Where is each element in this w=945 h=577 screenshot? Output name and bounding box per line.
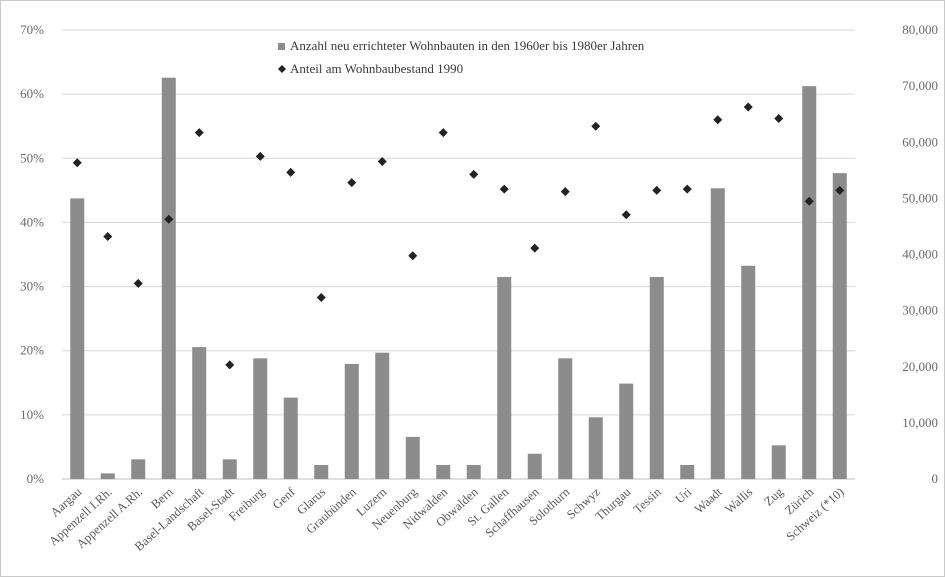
right-tick-label: 60,000 — [902, 134, 938, 149]
bar — [253, 358, 268, 479]
bar — [70, 198, 85, 479]
category-label: Waadt — [692, 484, 725, 516]
category-label: Thurgau — [593, 484, 634, 523]
point — [713, 115, 723, 125]
point — [408, 251, 418, 261]
left-tick-label: 50% — [20, 150, 44, 165]
point — [560, 187, 570, 197]
point — [133, 278, 143, 288]
bar — [405, 436, 420, 479]
right-tick-label: 10,000 — [902, 415, 938, 430]
left-tick-label: 60% — [20, 86, 44, 101]
bar — [314, 464, 329, 479]
bar — [771, 445, 786, 479]
bar — [100, 473, 115, 479]
bar — [283, 397, 298, 479]
point — [72, 158, 82, 168]
point — [316, 292, 326, 302]
bar — [741, 265, 756, 479]
bar — [710, 188, 725, 479]
bar — [619, 383, 634, 479]
point — [225, 360, 235, 370]
bar — [192, 347, 207, 479]
category-label: Wallis — [722, 485, 755, 517]
bar — [344, 363, 359, 479]
point — [591, 121, 601, 131]
category-label: Tessin — [631, 484, 665, 516]
bar — [558, 358, 573, 479]
category-label: Freiburg — [226, 484, 268, 524]
bar — [497, 276, 512, 479]
right-tick-label: 20,000 — [902, 359, 938, 374]
point — [164, 214, 174, 224]
bar — [680, 464, 695, 479]
point — [621, 210, 631, 220]
point — [377, 156, 387, 166]
point — [194, 128, 204, 138]
left-tick-label: 0% — [27, 471, 45, 486]
legend-bar-swatch — [278, 43, 285, 50]
right-tick-label: 70,000 — [902, 78, 938, 93]
bar — [527, 453, 542, 479]
left-tick-label: 70% — [20, 22, 44, 37]
bar — [832, 173, 847, 479]
point — [255, 151, 265, 161]
bar — [375, 352, 390, 479]
right-tick-label: 40,000 — [902, 247, 938, 262]
left-tick-label: 20% — [20, 343, 44, 358]
bar — [161, 77, 176, 480]
point — [774, 114, 784, 124]
bar — [466, 464, 481, 479]
point — [286, 167, 296, 177]
category-label: Uri — [672, 484, 694, 506]
point — [347, 178, 357, 188]
bar — [649, 276, 664, 479]
right-tick-label: 0 — [932, 471, 939, 486]
right-tick-label: 50,000 — [902, 190, 938, 205]
point — [469, 169, 479, 179]
right-tick-label: 80,000 — [902, 22, 938, 37]
point — [804, 196, 814, 206]
bar — [436, 464, 451, 479]
point — [530, 243, 540, 253]
point — [438, 128, 448, 138]
point — [652, 185, 662, 195]
legend-diamond-swatch — [278, 65, 286, 73]
bar — [131, 459, 146, 479]
legend-label-bars: Anzahl neu errichteter Wohnbauten in den… — [290, 38, 645, 53]
point — [499, 184, 509, 194]
point — [743, 102, 753, 112]
bar — [222, 459, 237, 479]
point — [682, 184, 692, 194]
left-tick-label: 10% — [20, 407, 44, 422]
left-tick-label: 40% — [20, 214, 44, 229]
point — [103, 232, 113, 242]
point — [835, 185, 845, 195]
category-label: Zug — [761, 484, 786, 508]
bar — [802, 86, 817, 479]
right-tick-label: 30,000 — [902, 303, 938, 318]
bar — [588, 417, 603, 479]
left-tick-label: 30% — [20, 279, 44, 294]
legend-label-points: Anteil am Wohnbaubestand 1990 — [290, 61, 463, 76]
